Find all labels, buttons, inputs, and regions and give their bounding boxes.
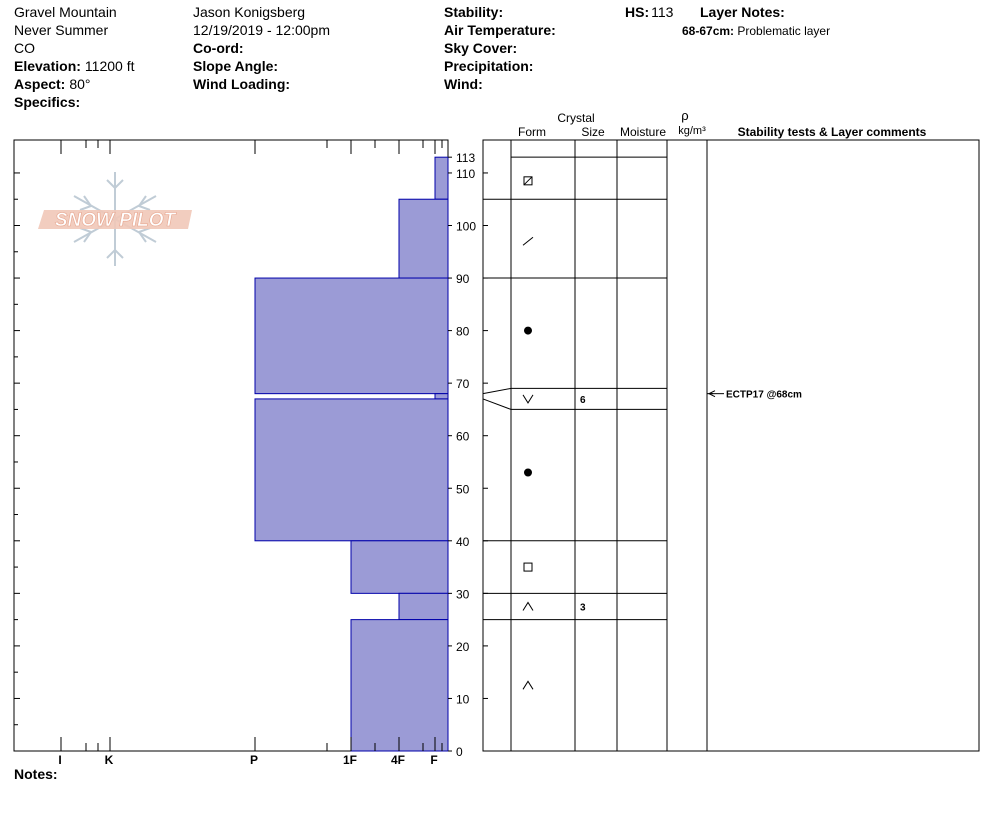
rho-header: ρ	[681, 108, 688, 123]
stability-arrowhead-0	[707, 390, 716, 398]
hardness-bar-3	[434, 393, 449, 400]
hardness-bar-6	[398, 592, 449, 621]
slope-angle-label: Slope Angle:	[193, 58, 279, 74]
depth-label-70: 70	[456, 377, 470, 391]
crystal-form-5	[523, 562, 533, 572]
hardness-label-P: P	[250, 753, 258, 767]
aspect-label: Aspect:	[14, 76, 66, 92]
crystal-dh-icon	[522, 394, 534, 404]
coord-label: Co-ord:	[193, 40, 244, 56]
depth-left-ticks	[14, 172, 20, 726]
depth-axis: 0 10 20 30 40 50 60 70 80 90 100 110 113	[448, 151, 488, 759]
crystal-size-3: 6	[580, 395, 586, 406]
crystal-fcxr-icon	[522, 601, 534, 611]
depth-label-0: 0	[456, 745, 463, 759]
connector-69	[482, 387, 512, 395]
logo-text: SNOW PILOT	[55, 210, 177, 231]
precipitation-label: Precipitation:	[444, 58, 534, 74]
range: Never Summer	[14, 22, 109, 38]
hardness-bar-7	[350, 619, 449, 752]
stability-test-0: ECTP17 @68cm	[726, 390, 802, 401]
hardness-label-I: I	[58, 753, 61, 767]
crystal-forms: 63	[522, 176, 586, 690]
crystal-rg-icon	[524, 326, 532, 335]
density-unit-header: kg/m³	[678, 125, 706, 137]
crystal-form-2	[524, 326, 532, 335]
stability-comments-header: Stability tests & Layer comments	[738, 125, 927, 139]
sky-cover-label: Sky Cover:	[444, 40, 518, 56]
layer-boundaries	[482, 156, 713, 621]
crystal-df-icon	[522, 236, 534, 246]
crystal-header: Crystal	[557, 111, 594, 125]
depth-label-113: 113	[456, 151, 475, 165]
crystal-fcxr-icon	[522, 680, 534, 690]
elevation-row: Elevation: 11200 ft	[14, 58, 134, 74]
connector-65	[482, 398, 512, 410]
aspect-value: 80°	[69, 76, 91, 92]
crystal-form-4	[524, 468, 532, 477]
elevation-label: Elevation:	[14, 58, 81, 74]
depth-label-60: 60	[456, 430, 470, 444]
hs-value: 113	[651, 4, 674, 20]
layer-note-text: Problematic layer	[737, 24, 831, 38]
layer-table-dividers	[510, 140, 708, 751]
depth-label-40: 40	[456, 535, 470, 549]
depth-label-30: 30	[456, 587, 470, 601]
depth-label-100: 100	[456, 220, 476, 234]
layer-table-frame	[482, 139, 980, 752]
hardness-bars	[254, 156, 449, 752]
layer-notes-label: Layer Notes:	[700, 4, 785, 20]
crystal-mf-icon	[523, 176, 533, 186]
crystal-form-0	[523, 176, 533, 186]
crystal-size-6: 3	[580, 602, 586, 613]
observer: Jason Konigsberg	[193, 4, 306, 20]
layer-note: 68-67cm: Problematic layer	[682, 23, 830, 39]
depth-label-50: 50	[456, 482, 470, 496]
crystal-form-7	[522, 680, 534, 690]
state: CO	[14, 40, 35, 56]
depth-label-80: 80	[456, 325, 470, 339]
snowflake-icon	[73, 172, 157, 266]
aspect-row: Aspect: 80°	[14, 76, 91, 92]
location: Gravel Mountain	[14, 4, 117, 20]
crystal-fc-icon	[523, 562, 533, 572]
hardness-label-F: F	[430, 753, 437, 767]
notes-label: Notes:	[14, 766, 58, 782]
hardness-bar-1	[398, 198, 449, 279]
depth-label-20: 20	[456, 640, 470, 654]
hardness-bar-4	[254, 398, 449, 542]
crystal-form-6	[522, 601, 534, 611]
snowpilot-logo: SNOW PILOT	[38, 172, 192, 266]
hardness-label-4F: 4F	[391, 753, 405, 767]
wind-label: Wind:	[444, 76, 483, 92]
stability-label: Stability:	[444, 4, 504, 20]
specifics-label: Specifics:	[14, 94, 81, 110]
depth-label-110: 110	[456, 167, 475, 181]
crystal-form-1	[522, 236, 534, 246]
depth-label-90: 90	[456, 272, 470, 286]
datetime: 12/19/2019 - 12:00pm	[193, 22, 330, 38]
crystal-rg-icon	[524, 468, 532, 477]
stability-tests: ECTP17 @68cm	[707, 390, 802, 401]
air-temperature-label: Air Temperature:	[444, 22, 556, 38]
hs-label: HS:	[625, 4, 650, 20]
hardness-label-1F: 1F	[343, 753, 357, 767]
hardness-label-K: K	[105, 753, 114, 767]
elevation-value: 11200 ft	[84, 58, 135, 74]
layer-note-range: 68-67cm:	[682, 24, 735, 38]
size-header: Size	[581, 125, 605, 139]
hardness-bar-2	[254, 277, 449, 395]
crystal-mf-slash	[523, 176, 533, 186]
depth-label-10: 10	[456, 692, 470, 706]
hs-row: HS: 113	[625, 4, 673, 20]
hardness-bar-0	[434, 156, 449, 200]
wind-loading-label: Wind Loading:	[193, 76, 291, 92]
crystal-form-3	[522, 394, 534, 404]
hardness-axis: I K P 1F 4F F	[58, 140, 443, 767]
hardness-bar-5	[350, 540, 449, 594]
moisture-header: Moisture	[620, 125, 666, 139]
form-header: Form	[518, 125, 546, 139]
